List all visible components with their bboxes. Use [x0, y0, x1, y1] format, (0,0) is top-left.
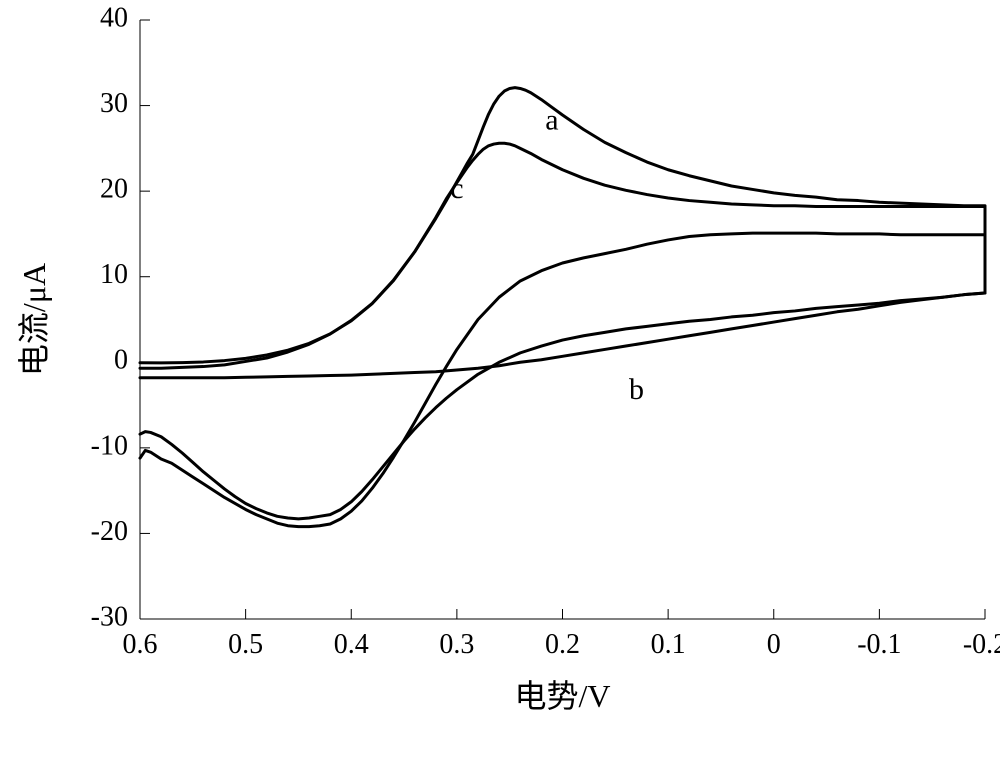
x-tick-label: 0.2: [545, 629, 580, 660]
x-tick-label: 0.6: [123, 629, 158, 660]
cv-chart-container: -30 -20 -10 0 10 20 30 40 0.6 0.5 0.4 0.3 0.2 0.1 0 -0.…: [0, 0, 1000, 759]
x-tick-label: 0.3: [439, 629, 474, 660]
y-tick-label: 40: [100, 2, 128, 33]
x-tick-label: -0.1: [857, 629, 901, 660]
series-label-a: a: [545, 104, 558, 137]
y-axis-title: 电流/μA: [16, 263, 52, 376]
series-label-b: b: [629, 373, 644, 406]
y-tick-label: -30: [91, 601, 128, 632]
y-tick-label: 10: [100, 259, 128, 290]
x-axis-title: 电势/V: [514, 678, 610, 714]
y-tick-label: -10: [91, 430, 128, 461]
y-tick-label: 20: [100, 174, 128, 205]
y-tick-label: 30: [100, 88, 128, 119]
series-label-c: c: [450, 172, 463, 205]
x-tick-label: 0.1: [651, 629, 686, 660]
x-tick-label: -0.2: [963, 629, 1000, 660]
x-tick-label: 0: [767, 629, 781, 660]
x-tick-label: 0.5: [228, 629, 263, 660]
cv-chart-svg: -30 -20 -10 0 10 20 30 40 0.6 0.5 0.4 0.3 0.2 0.1 0 -0.…: [0, 0, 1000, 759]
y-tick-label: 0: [114, 345, 128, 376]
x-tick-label: 0.4: [334, 629, 369, 660]
y-tick-label: -20: [91, 516, 128, 547]
